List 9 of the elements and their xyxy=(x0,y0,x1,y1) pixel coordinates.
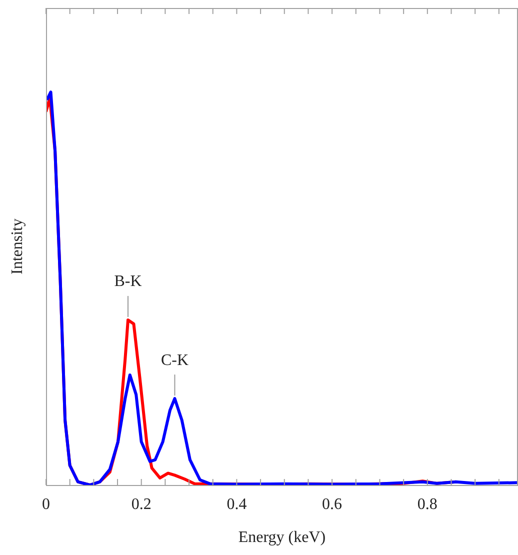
x-axis-title: Energy (keV) xyxy=(238,529,326,546)
annotation: C-K xyxy=(160,352,189,369)
x-tick-label: 0.6 xyxy=(322,496,342,514)
x-tick-label: 0.2 xyxy=(131,496,152,514)
annotation: B-K xyxy=(114,273,142,290)
x-tick-label: 0 xyxy=(42,496,50,514)
x-tick-label: 0.4 xyxy=(226,496,247,514)
x-tick-label: 0.8 xyxy=(417,496,438,514)
y-axis-title: Intensity xyxy=(9,218,26,274)
